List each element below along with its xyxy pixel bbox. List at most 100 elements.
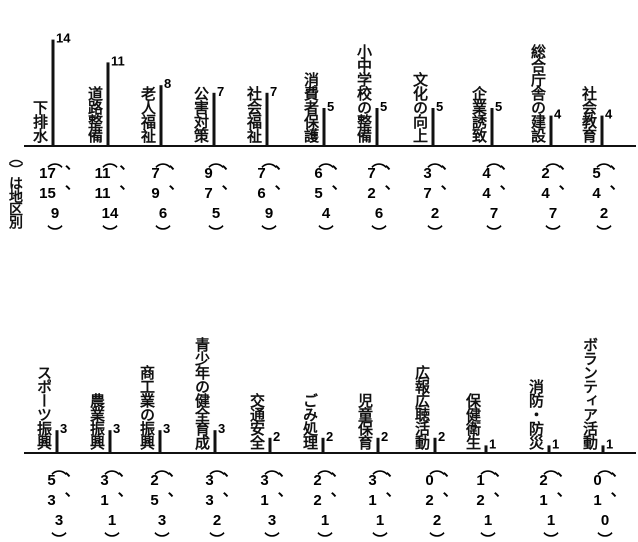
bar-r1-1 — [51, 39, 55, 146]
district-label-r1-2-2: 11︑ — [95, 185, 126, 202]
district-label-r1-10-0: ︵ — [544, 153, 560, 170]
district-label-r2-11-4: ︶ — [596, 531, 612, 542]
district-label-r2-9-1: 1︑ — [476, 472, 499, 489]
category-label-r1-3: 老人福祉 — [139, 86, 157, 142]
category-label-r1-4: 公害対策 — [192, 86, 210, 142]
district-label-r1-2-4: ︶ — [101, 224, 117, 242]
district-label-r2-2-0: ︵ — [103, 460, 119, 477]
bar-r2-3 — [158, 430, 162, 453]
district-label-r2-6-1: 2︑ — [313, 472, 336, 489]
category-label-r2-6: ごみ処理 — [301, 393, 319, 449]
district-label-r1-6-1: 6︑ — [314, 165, 337, 182]
district-label-r2-4-2: 3︑ — [205, 492, 228, 509]
category-label-r1-2: 道路整備 — [86, 86, 104, 142]
category-label-r2-8: 広報広聴活動 — [413, 365, 431, 449]
district-label-r2-3-1: 2︑ — [150, 472, 173, 489]
district-label-r2-10-3: 1 — [547, 512, 555, 529]
district-label-r2-6-2: 2︑ — [313, 492, 336, 509]
value-label-r1-5: 7 — [270, 84, 277, 99]
district-label-r2-9-4: ︶ — [479, 531, 495, 542]
category-label-r2-4: 青少年の健全育成 — [193, 337, 211, 449]
district-label-r2-6-3: 1 — [321, 512, 329, 529]
district-label-r1-5-2: 6︑ — [257, 185, 280, 202]
district-label-r2-5-3: 3 — [268, 512, 276, 529]
district-label-r2-11-3: 0 — [601, 512, 609, 529]
district-label-r2-6-4: ︶ — [316, 531, 332, 542]
district-label-r2-5-2: 1︑ — [260, 492, 283, 509]
district-label-r1-8-0: ︵ — [426, 153, 442, 170]
district-label-r1-5-0: ︵ — [260, 153, 276, 170]
bar-r2-9 — [484, 445, 488, 453]
district-label-r2-1-2: 3︑ — [47, 492, 70, 509]
value-label-r2-6: 2 — [326, 429, 333, 444]
district-label-r1-7-1: 7︑ — [367, 165, 390, 182]
value-label-r2-8: 2 — [438, 429, 445, 444]
category-label-r1-9: 企業誘致 — [470, 86, 488, 142]
district-label-r2-9-3: 1 — [484, 512, 492, 529]
district-label-r1-11-4: ︶ — [595, 224, 611, 242]
bar-r2-4 — [213, 430, 217, 453]
district-label-r1-7-0: ︵ — [370, 153, 386, 170]
district-label-r1-8-3: 2 — [431, 205, 439, 222]
bar-r1-8 — [431, 108, 435, 146]
district-label-r1-8-4: ︶ — [426, 224, 442, 242]
district-label-r2-10-2: 1︑ — [539, 492, 562, 509]
district-label-r1-8-1: 3︑ — [423, 165, 446, 182]
district-label-r1-9-4: ︶ — [485, 224, 501, 242]
value-label-r2-4: 3 — [218, 421, 225, 436]
district-label-r1-3-2: 9︑ — [151, 185, 174, 202]
value-label-r1-3: 8 — [164, 76, 171, 91]
category-label-r1-6: 消費者保護 — [302, 72, 320, 142]
bar-r2-5 — [268, 437, 272, 453]
district-label-r1-5-3: 9 — [265, 205, 273, 222]
category-label-r1-8: 文化の向上 — [411, 72, 429, 142]
value-label-r1-1: 14 — [56, 31, 71, 46]
bar-r1-9 — [490, 108, 494, 146]
district-label-r1-11-3: 2 — [600, 205, 608, 222]
district-label-r1-4-1: 9︑ — [204, 165, 227, 182]
district-label-r2-4-3: 2 — [213, 512, 221, 529]
district-label-r2-11-1: 0︑ — [593, 472, 616, 489]
district-label-r1-3-4: ︶ — [154, 224, 170, 242]
district-label-r1-5-1: 7︑ — [257, 165, 280, 182]
district-label-r1-11-2: 4︑ — [592, 185, 615, 202]
bar-r2-6 — [321, 437, 325, 453]
district-label-r1-4-3: 5 — [212, 205, 220, 222]
district-label-r1-6-4: ︶ — [317, 224, 333, 242]
value-label-r1-2: 11 — [111, 53, 125, 68]
category-label-r2-9: 保健衛生 — [464, 393, 482, 449]
district-label-r1-9-2: 4︑ — [482, 185, 505, 202]
district-label-r2-4-1: 3︑ — [205, 472, 228, 489]
value-label-r1-9: 5 — [495, 99, 502, 114]
district-label-r2-8-0: ︵ — [428, 460, 444, 477]
district-label-r1-3-3: 6 — [159, 205, 167, 222]
district-label-r2-2-3: 1 — [108, 512, 116, 529]
district-label-r1-6-3: 4 — [322, 205, 331, 222]
category-label-r1-10: 総合庁舎の建設 — [529, 44, 547, 142]
district-label-r1-4-2: 7︑ — [204, 185, 227, 202]
bar-r2-7 — [376, 437, 380, 453]
bar-r2-2 — [108, 430, 112, 453]
value-label-r1-6: 5 — [327, 99, 334, 114]
district-label-r1-1-3: 9 — [51, 205, 59, 222]
district-label-r2-1-4: ︶ — [50, 531, 66, 542]
district-label-r1-9-3: 7 — [490, 205, 498, 222]
district-label-r2-8-2: 2︑ — [425, 492, 448, 509]
bar-r1-3 — [159, 85, 163, 146]
district-label-r2-6-0: ︵ — [316, 460, 332, 477]
district-label-r1-7-4: ︶ — [370, 224, 386, 242]
district-label-r1-11-0: ︵ — [595, 153, 611, 170]
district-label-r2-3-3: 3 — [158, 512, 166, 529]
bar-r1-11 — [600, 115, 604, 146]
district-label-r2-8-1: 0︑ — [425, 472, 448, 489]
district-label-r2-7-2: 1︑ — [368, 492, 391, 509]
district-label-r2-3-0: ︵ — [153, 460, 169, 477]
district-label-r2-3-2: 5︑ — [150, 492, 173, 509]
district-label-r2-1-0: ︵ — [50, 460, 66, 477]
value-label-r1-7: 5 — [380, 99, 387, 114]
category-label-r1-7: 小中学校の整備 — [355, 44, 373, 142]
district-label-r2-2-1: 3︑ — [100, 472, 123, 489]
value-label-r2-7: 2 — [381, 429, 388, 444]
district-label-r2-7-4: ︶ — [371, 531, 387, 542]
